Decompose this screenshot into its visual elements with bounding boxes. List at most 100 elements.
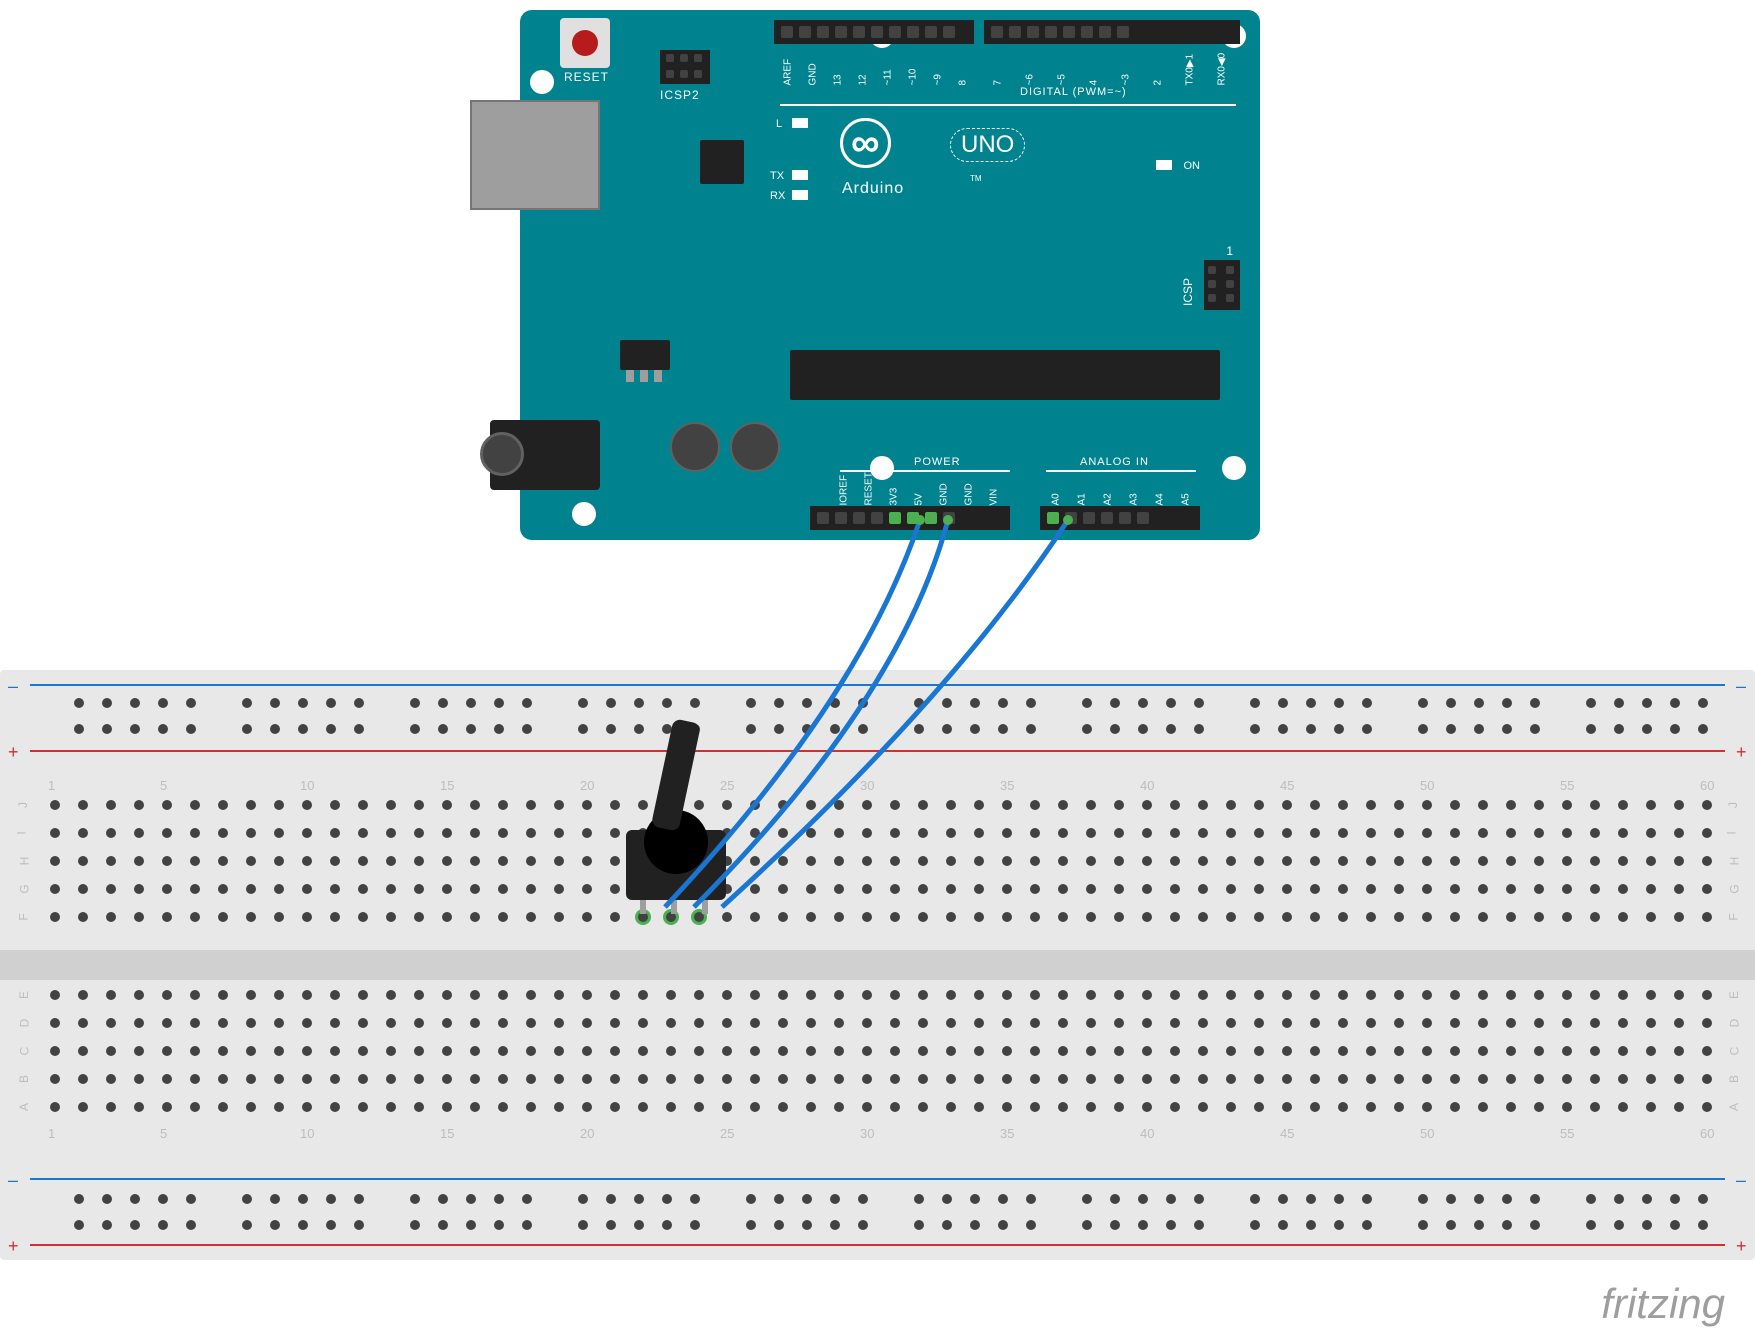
breadboard-hole bbox=[862, 1046, 872, 1056]
breadboard-hole bbox=[1114, 912, 1124, 922]
breadboard-hole bbox=[190, 856, 200, 866]
breadboard-hole bbox=[890, 1102, 900, 1112]
breadboard-hole bbox=[1142, 1074, 1152, 1084]
breadboard-hole bbox=[442, 1102, 452, 1112]
pin-hole bbox=[1081, 26, 1093, 38]
pot-pin bbox=[671, 900, 677, 914]
breadboard-hole bbox=[466, 1194, 476, 1204]
breadboard-col-number: 60 bbox=[1700, 778, 1714, 793]
breadboard-hole bbox=[1338, 1074, 1348, 1084]
breadboard-hole bbox=[582, 884, 592, 894]
breadboard-hole bbox=[746, 1194, 756, 1204]
breadboard-hole bbox=[186, 698, 196, 708]
breadboard-hole bbox=[1138, 1194, 1148, 1204]
breadboard-hole bbox=[554, 828, 564, 838]
breadboard-hole bbox=[1362, 1220, 1372, 1230]
breadboard-hole bbox=[666, 1018, 676, 1028]
breadboard-hole bbox=[1166, 1220, 1176, 1230]
pin-hole bbox=[1083, 512, 1095, 524]
breadboard-hole bbox=[50, 1018, 60, 1028]
breadboard-hole bbox=[50, 1046, 60, 1056]
breadboard-hole bbox=[806, 1074, 816, 1084]
breadboard-hole bbox=[918, 828, 928, 838]
breadboard-hole bbox=[354, 724, 364, 734]
breadboard-hole bbox=[638, 1102, 648, 1112]
pin-hole bbox=[1117, 26, 1129, 38]
breadboard-hole bbox=[50, 1074, 60, 1084]
power-header bbox=[810, 506, 1010, 530]
pin-hole bbox=[1137, 512, 1149, 524]
pin-hole bbox=[853, 512, 865, 524]
breadboard-hole bbox=[858, 724, 868, 734]
breadboard-hole bbox=[1502, 724, 1512, 734]
breadboard-hole bbox=[1334, 1194, 1344, 1204]
pin-hole bbox=[1119, 512, 1131, 524]
breadboard-hole bbox=[326, 724, 336, 734]
breadboard-hole bbox=[610, 1018, 620, 1028]
breadboard-hole bbox=[246, 1102, 256, 1112]
breadboard-hole bbox=[442, 800, 452, 810]
rail-polarity-label: – bbox=[8, 1170, 18, 1191]
breadboard-hole bbox=[326, 698, 336, 708]
breadboard-hole bbox=[1702, 1018, 1712, 1028]
breadboard-hole bbox=[918, 800, 928, 810]
breadboard-hole bbox=[298, 724, 308, 734]
breadboard-col-number: 60 bbox=[1700, 1126, 1714, 1141]
breadboard-hole bbox=[410, 724, 420, 734]
breadboard-hole bbox=[1530, 724, 1540, 734]
breadboard-hole bbox=[1030, 800, 1040, 810]
breadboard-hole bbox=[690, 1220, 700, 1230]
breadboard-row-label: B bbox=[17, 1075, 31, 1083]
breadboard-hole bbox=[302, 856, 312, 866]
pin-hole bbox=[817, 512, 829, 524]
breadboard-hole bbox=[722, 990, 732, 1000]
breadboard-col-number: 25 bbox=[720, 778, 734, 793]
breadboard-hole bbox=[494, 1220, 504, 1230]
breadboard-hole bbox=[974, 1074, 984, 1084]
breadboard-hole bbox=[526, 1046, 536, 1056]
breadboard-hole bbox=[554, 1018, 564, 1028]
breadboard-hole bbox=[1198, 1074, 1208, 1084]
breadboard-hole bbox=[862, 912, 872, 922]
breadboard-hole bbox=[498, 1046, 508, 1056]
breadboard-hole bbox=[974, 884, 984, 894]
reset-button[interactable] bbox=[560, 18, 610, 68]
rail-polarity-label: – bbox=[1736, 676, 1746, 697]
breadboard-hole bbox=[1670, 724, 1680, 734]
breadboard-hole bbox=[78, 990, 88, 1000]
breadboard-hole bbox=[1618, 912, 1628, 922]
breadboard-hole bbox=[130, 698, 140, 708]
breadboard-row-label: F bbox=[17, 913, 31, 920]
breadboard-hole bbox=[74, 1194, 84, 1204]
breadboard-hole bbox=[1194, 1194, 1204, 1204]
breadboard-hole bbox=[554, 1046, 564, 1056]
breadboard-hole bbox=[218, 1074, 228, 1084]
breadboard-hole bbox=[1450, 828, 1460, 838]
breadboard-hole bbox=[1698, 1194, 1708, 1204]
breadboard-hole bbox=[1478, 884, 1488, 894]
breadboard-hole bbox=[1366, 1046, 1376, 1056]
breadboard-hole bbox=[1310, 828, 1320, 838]
breadboard-hole bbox=[830, 724, 840, 734]
breadboard-hole bbox=[1614, 1194, 1624, 1204]
breadboard-hole bbox=[970, 724, 980, 734]
breadboard-hole bbox=[442, 1074, 452, 1084]
breadboard-hole bbox=[442, 1018, 452, 1028]
reset-label: RESET bbox=[564, 70, 609, 84]
breadboard-hole bbox=[802, 1194, 812, 1204]
breadboard-hole bbox=[1618, 856, 1628, 866]
breadboard-hole bbox=[1702, 828, 1712, 838]
breadboard-hole bbox=[1198, 990, 1208, 1000]
breadboard-hole bbox=[1478, 856, 1488, 866]
breadboard-hole bbox=[890, 884, 900, 894]
breadboard-hole bbox=[1002, 912, 1012, 922]
breadboard-hole bbox=[246, 856, 256, 866]
breadboard-hole bbox=[298, 1220, 308, 1230]
breadboard-hole bbox=[1670, 1194, 1680, 1204]
breadboard-hole bbox=[1530, 698, 1540, 708]
breadboard-hole bbox=[414, 1018, 424, 1028]
breadboard-hole bbox=[270, 724, 280, 734]
breadboard-hole bbox=[1086, 1018, 1096, 1028]
breadboard-hole bbox=[330, 1074, 340, 1084]
breadboard-hole bbox=[1170, 912, 1180, 922]
